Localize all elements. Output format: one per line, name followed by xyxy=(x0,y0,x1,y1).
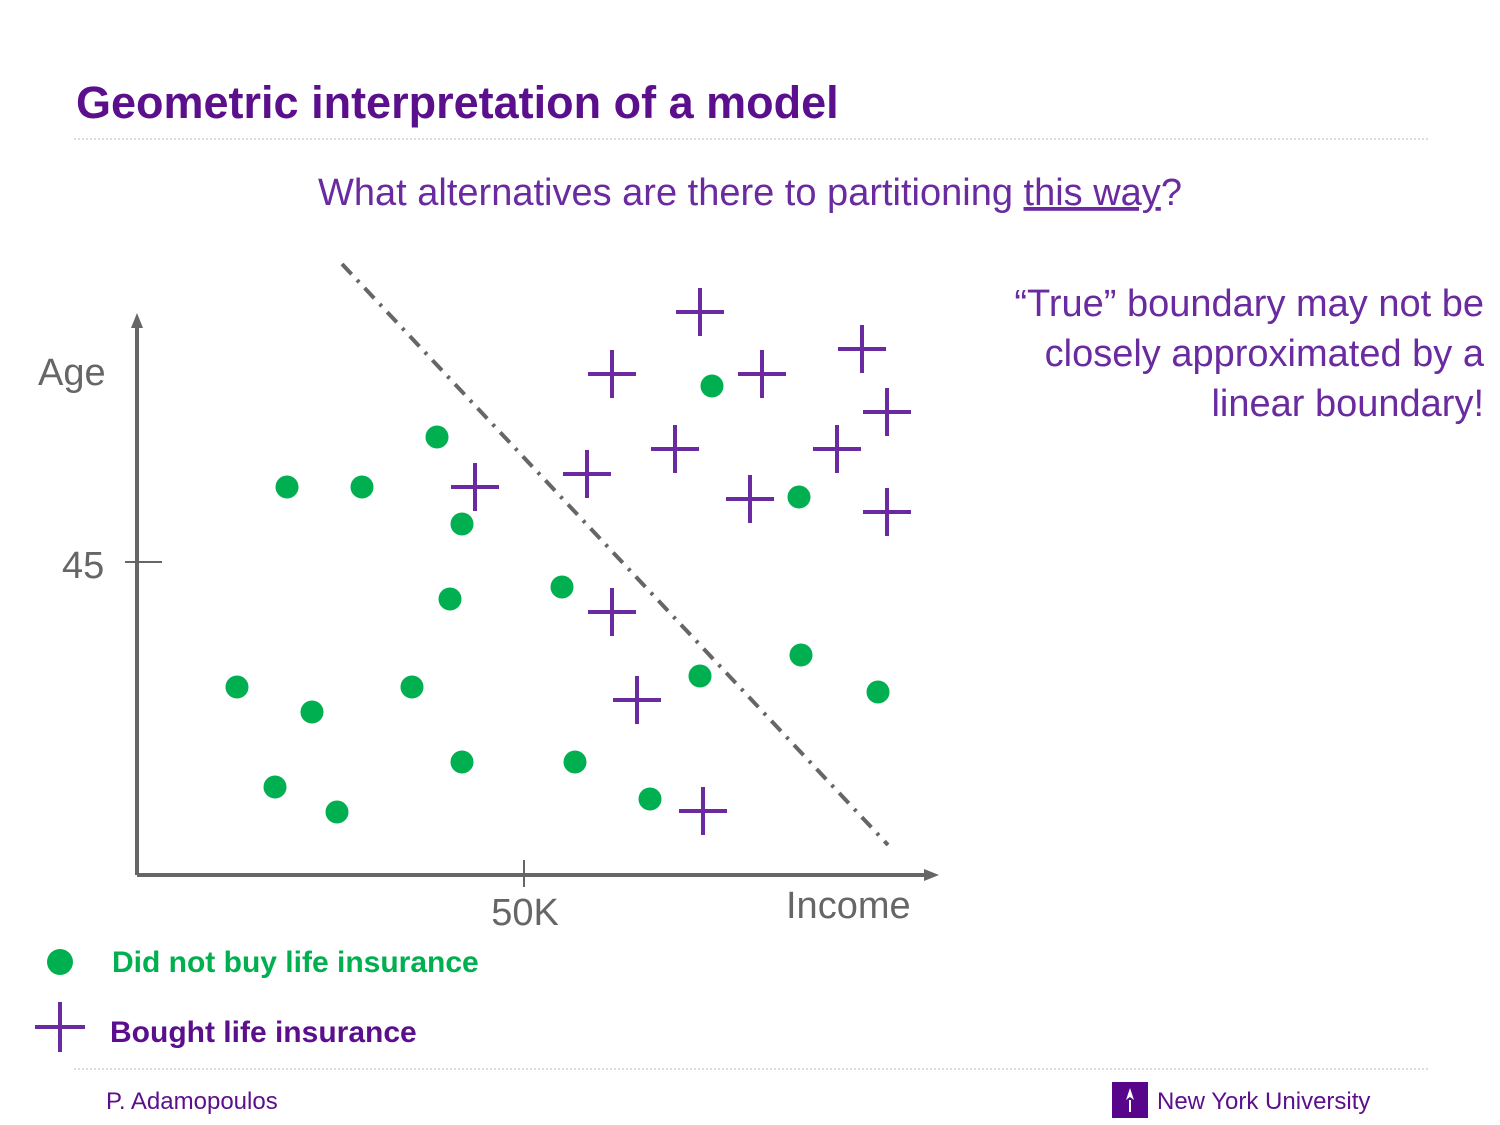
circle-point xyxy=(562,749,588,775)
plus-point xyxy=(813,425,861,473)
arrow xyxy=(924,869,939,881)
axes xyxy=(125,313,939,887)
plus-point xyxy=(679,787,727,835)
question-part: What alternatives are there to partition… xyxy=(318,172,1024,214)
plus-point xyxy=(863,488,911,536)
circle-point xyxy=(699,373,725,399)
plus-point xyxy=(676,288,724,336)
circle-point xyxy=(274,474,300,500)
title: Geometric interpretation of a model xyxy=(76,77,839,128)
note-line: closely approximated by a xyxy=(1045,333,1485,375)
x-tick-label: 50K xyxy=(491,892,559,934)
note: “True” boundary may not be closely appro… xyxy=(1014,283,1484,425)
circle-point xyxy=(637,786,663,812)
institution: New York University xyxy=(1157,1088,1370,1115)
circle-point xyxy=(449,511,475,537)
arrow xyxy=(131,313,143,328)
circle-point xyxy=(262,774,288,800)
legend-label: Did not buy life insurance xyxy=(112,946,479,979)
circle-point xyxy=(299,699,325,725)
circle-point xyxy=(449,749,475,775)
points xyxy=(224,288,911,835)
legend-label: Bought life insurance xyxy=(110,1016,417,1049)
plus-point xyxy=(863,388,911,436)
logo-torch xyxy=(1126,1088,1134,1112)
boundary xyxy=(340,262,890,847)
plus-point xyxy=(738,350,786,398)
y-label: Age xyxy=(38,352,106,394)
circle-point xyxy=(549,574,575,600)
question-part: ? xyxy=(1161,172,1182,214)
question-underlined: this way xyxy=(1024,172,1161,214)
circle-point xyxy=(224,674,250,700)
legend-circle xyxy=(47,949,73,975)
plus-point xyxy=(451,463,499,511)
plus-point xyxy=(651,425,699,473)
circle-point xyxy=(424,424,450,450)
y-tick-label: 45 xyxy=(62,545,104,587)
note-line: linear boundary! xyxy=(1211,383,1484,425)
x-label: Income xyxy=(786,885,911,927)
plus-point xyxy=(588,588,636,636)
circle-point xyxy=(399,674,425,700)
note-line: “True” boundary may not be xyxy=(1014,283,1484,325)
circle-point xyxy=(324,799,350,825)
circle-point xyxy=(349,474,375,500)
question: What alternatives are there to partition… xyxy=(318,172,1182,214)
circle-point xyxy=(687,663,713,689)
plus-point xyxy=(588,350,636,398)
author: P. Adamopoulos xyxy=(106,1088,278,1115)
plus-point xyxy=(613,676,661,724)
plus-point xyxy=(726,475,774,523)
circle-point xyxy=(786,484,812,510)
plus-point xyxy=(563,450,611,498)
axis-labels: Age 45 50K Income xyxy=(38,352,911,934)
circle-point xyxy=(788,642,814,668)
legend-plus xyxy=(35,1002,85,1052)
circle-point xyxy=(865,679,891,705)
plus-point xyxy=(838,325,886,373)
circle-point xyxy=(437,586,463,612)
